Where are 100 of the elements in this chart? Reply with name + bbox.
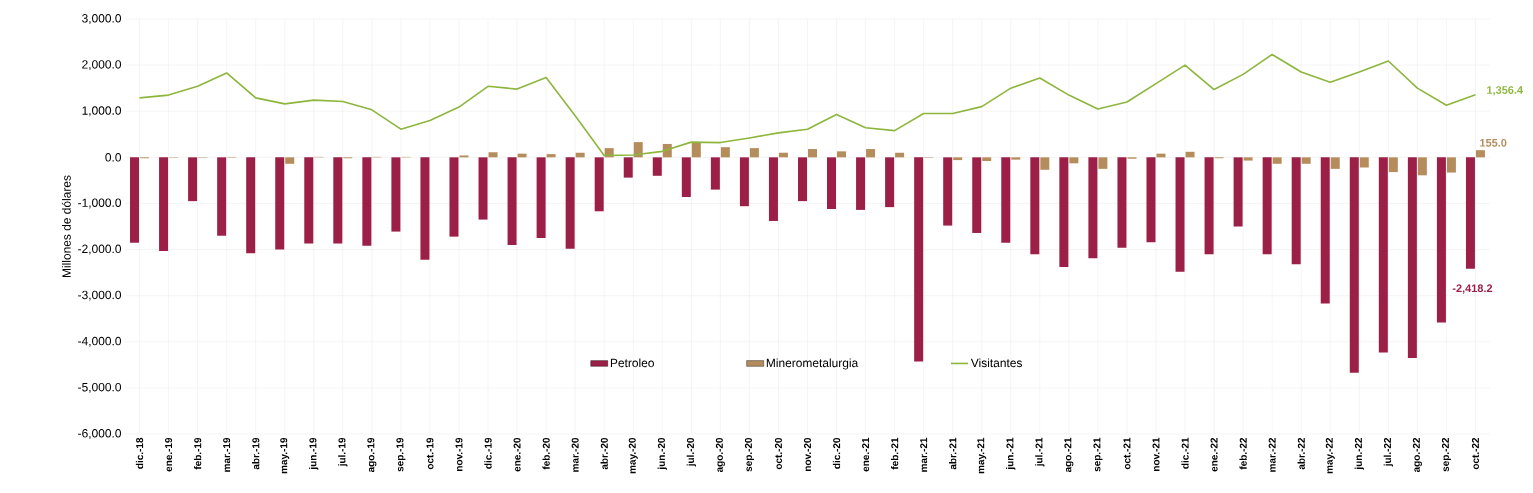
y-axis-title: Millones de dólares	[61, 175, 71, 278]
x-tick-label: oct.-21	[1123, 437, 1131, 470]
x-tick-label: feb.-22	[1239, 437, 1247, 470]
x-tick-label: ago.-19	[367, 437, 377, 473]
x-tick-label: ago.-22	[1412, 437, 1422, 473]
x-tick-label: ene.-22	[1210, 437, 1218, 472]
bar	[749, 148, 759, 158]
y-tick-label: -6,000.0	[78, 429, 122, 439]
bar	[536, 157, 546, 239]
x-tick-label: mar.-22	[1268, 437, 1276, 472]
bar	[943, 157, 953, 226]
bar	[1175, 157, 1185, 272]
x-tick-label: nov.-21	[1152, 437, 1160, 471]
bar	[217, 157, 227, 236]
y-tick-label: 1,000.0	[82, 106, 122, 117]
y-tick-label: 2,000.0	[82, 60, 122, 71]
data-label: -2,418.2	[1452, 284, 1493, 294]
x-tick-label: dic.-21	[1181, 437, 1189, 469]
bar	[652, 157, 662, 176]
x-tick-label: oct.-19	[426, 437, 434, 470]
x-tick-label: ago.-21	[1064, 437, 1074, 473]
y-tick-label: -5,000.0	[78, 382, 122, 393]
x-tick-label: jun.-22	[1354, 437, 1364, 470]
bar	[449, 157, 459, 237]
bar	[420, 157, 430, 260]
bar	[1291, 157, 1301, 265]
bar	[1378, 157, 1388, 353]
bar	[1417, 157, 1427, 176]
x-tick-label: sep.-21	[1093, 437, 1103, 472]
x-tick-label: may.-20	[628, 437, 638, 474]
x-tick-label: ene.-20	[513, 437, 521, 472]
bar	[1475, 150, 1485, 158]
legend-label: Visitantes	[970, 358, 1022, 368]
x-tick-label: jun.-19	[309, 437, 319, 470]
x-tick-label: may.-21	[977, 437, 987, 474]
x-tick-label: dic.-18	[135, 437, 144, 469]
x-tick-label: ene.-21	[862, 437, 870, 472]
bar	[972, 157, 982, 233]
bar	[837, 151, 847, 158]
bar	[856, 157, 866, 210]
bar	[159, 157, 169, 251]
bar	[488, 152, 498, 158]
bar	[1262, 157, 1272, 255]
bar	[866, 149, 876, 158]
x-tick-label: sep.-22	[1441, 437, 1451, 472]
x-tick-label: sep.-19	[396, 437, 406, 472]
bar	[285, 157, 295, 164]
x-tick-label: may.-22	[1325, 437, 1335, 474]
x-tick-label: abr.-21	[949, 437, 957, 470]
x-tick-label: mar.-20	[571, 437, 579, 472]
bar	[1001, 157, 1011, 243]
x-tick-label: mar.-19	[223, 437, 231, 472]
x-tick-label: abr.-19	[252, 437, 260, 470]
bar	[478, 157, 488, 220]
bar	[1030, 157, 1040, 255]
x-tick-label: may.-19	[280, 437, 290, 474]
bar	[739, 157, 749, 207]
bar	[681, 157, 691, 197]
bar	[1185, 151, 1195, 158]
bar	[1388, 157, 1398, 173]
bar	[691, 142, 701, 158]
line-series	[138, 53, 1477, 157]
bar	[1233, 157, 1243, 227]
bar	[1040, 157, 1050, 170]
bar	[1436, 157, 1446, 323]
bar	[1098, 157, 1108, 169]
bar	[1407, 157, 1417, 358]
y-tick-label: -2,000.0	[78, 244, 122, 255]
x-tick-label: abr.-22	[1297, 437, 1305, 470]
x-tick-label: oct.-22	[1471, 437, 1479, 470]
y-tick-label: -1,000.0	[78, 198, 122, 209]
data-label: 155.0	[1480, 138, 1507, 147]
bar	[546, 154, 556, 158]
data-label: 1,356.4	[1487, 86, 1523, 96]
x-tick-label: jul.-22	[1383, 437, 1393, 467]
bar	[797, 157, 807, 202]
y-tick-label: -3,000.0	[78, 290, 122, 301]
bar	[246, 157, 256, 254]
bar	[953, 157, 963, 161]
x-tick-label: jul.-21	[1035, 437, 1045, 467]
bar	[885, 157, 895, 208]
bar	[1330, 157, 1340, 169]
bar	[1359, 157, 1369, 168]
x-tick-label: dic.-19	[484, 437, 492, 469]
bar	[188, 157, 198, 202]
x-tick-label: dic.-20	[832, 437, 841, 469]
x-tick-label: feb.-19	[193, 437, 202, 470]
legend-label: Petroleo	[610, 358, 654, 368]
bar	[720, 147, 730, 158]
x-tick-label: abr.-20	[600, 437, 608, 470]
x-tick-label: jun.-20	[657, 437, 667, 470]
bar	[1301, 157, 1311, 164]
bar	[1204, 157, 1214, 255]
bar	[391, 157, 401, 232]
bar	[827, 157, 837, 209]
bar	[768, 157, 778, 221]
bar	[1088, 157, 1098, 259]
bar	[594, 157, 604, 212]
bar	[1117, 157, 1127, 248]
bar	[333, 157, 343, 244]
